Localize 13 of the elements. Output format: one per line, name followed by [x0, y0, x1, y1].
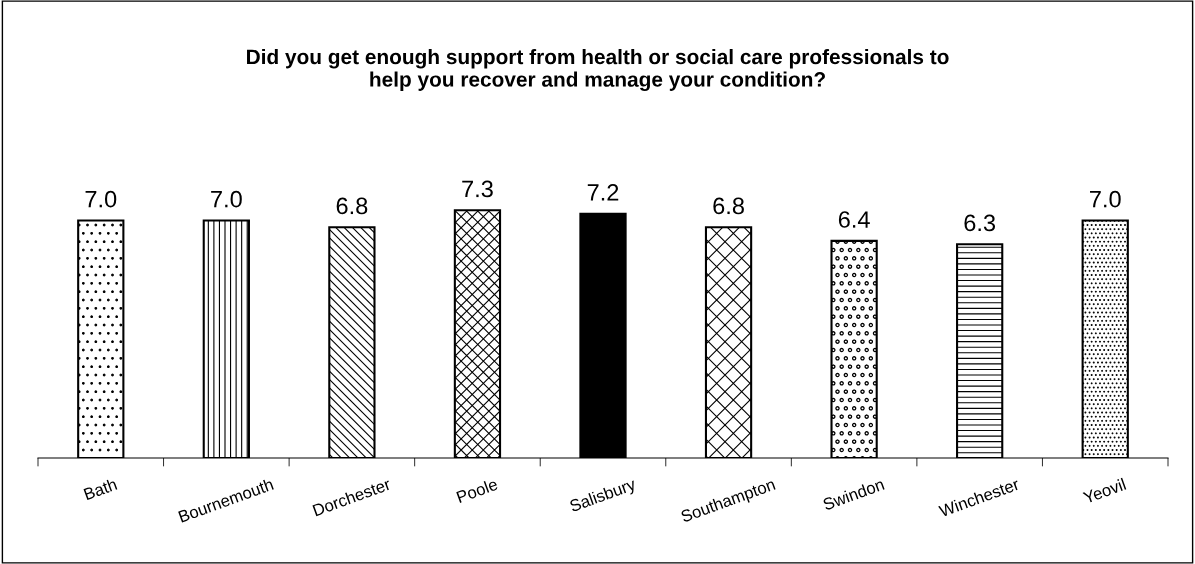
data-label: 7.0 — [85, 190, 117, 208]
data-label: 6.8 — [336, 197, 368, 215]
data-label: 7.2 — [587, 184, 619, 201]
data-label: 6.3 — [964, 214, 996, 232]
x-tick-label: Poole — [456, 477, 499, 504]
chart-title: Did you get enough support from health or social care professionals to help you recover and manage your condition? — [247, 48, 949, 92]
data-label: 7.3 — [462, 180, 493, 198]
x-tick-label: Bath — [83, 477, 118, 501]
data-label: 7.0 — [1090, 190, 1121, 208]
x-tick-label: Yeovil — [1082, 477, 1127, 504]
data-label: 6.4 — [838, 211, 870, 228]
data-label: 6.8 — [713, 197, 744, 215]
data-label: 7.0 — [211, 190, 242, 208]
